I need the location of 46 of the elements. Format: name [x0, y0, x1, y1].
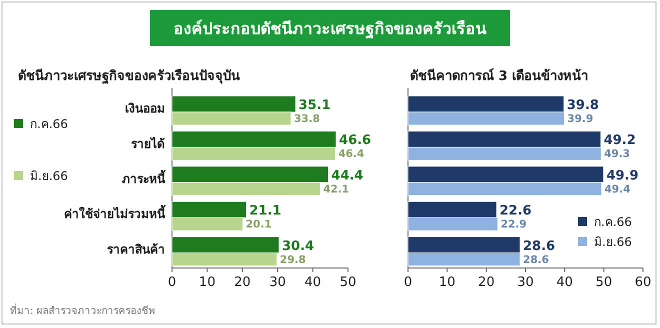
x-tick-label: 30: [269, 275, 286, 290]
chart-subtitle: ดัชนีภาวะเศรษฐกิจของครัวเรือนปัจจุบัน: [18, 68, 240, 85]
y-tick-label: เงินออม: [125, 102, 165, 116]
x-tick-label: 50: [340, 275, 356, 290]
x-tick-label: 20: [478, 275, 495, 290]
x-tick-label: 40: [304, 275, 322, 290]
data-label: 46.4: [338, 148, 364, 160]
x-tick-label: 30: [517, 275, 534, 290]
data-label: 49.9: [606, 168, 639, 184]
y-tick-label: ราคาสินค้า: [107, 242, 165, 256]
x-tick-label: 60: [634, 275, 652, 290]
data-label: 35.1: [298, 98, 331, 113]
data-label: 33.8: [294, 113, 320, 125]
data-label: 28.6: [523, 254, 549, 266]
text: ที่มา: ผลสำรวจภาวะการครองชีพ: [10, 303, 156, 317]
data-label: 22.6: [500, 204, 532, 219]
x-tick-label: 0: [404, 275, 412, 290]
data-label: 28.6: [523, 238, 556, 254]
legend-label: ก.ค.66: [30, 117, 68, 131]
data-label: 30.4: [282, 238, 314, 254]
data-label: 49.3: [604, 148, 630, 160]
data-label: 29.8: [280, 254, 306, 266]
x-tick-label: 40: [556, 275, 573, 290]
chart-title: องค์ประกอบดัชนีภาวะเศรษฐกิจของครัวเรือน: [174, 19, 486, 39]
x-tick-label: 50: [596, 275, 612, 290]
x-tick-label: 10: [198, 275, 216, 290]
legend-label: ก.ค.66: [594, 215, 632, 229]
data-label: 49.4: [604, 183, 630, 196]
y-tick-label: ภาระหนี้: [122, 169, 166, 186]
data-label: 39.8: [566, 98, 599, 113]
data-label: 44.4: [331, 168, 364, 184]
x-tick-label: 0: [168, 275, 176, 290]
data-label: 22.9: [500, 218, 527, 231]
y-tick-label: ค่าใช้จ่ายไม่รวมหนี้: [64, 204, 166, 222]
data-label: 49.2: [604, 133, 636, 148]
chart-subtitle: ดัชนีคาดการณ์ 3 เดือนข้างหน้า: [410, 68, 588, 84]
x-tick-label: 20: [234, 275, 251, 290]
y-tick-label: รายได้: [131, 136, 165, 151]
x-tick-label: 10: [438, 275, 456, 290]
data-label: 46.6: [339, 133, 372, 148]
legend-label: มิ.ย.66: [594, 235, 632, 249]
data-label: 20.1: [246, 218, 272, 231]
data-label: 39.9: [567, 113, 594, 125]
data-label: 21.1: [249, 204, 282, 219]
legend-label: มิ.ย.66: [30, 169, 68, 183]
data-label: 42.1: [323, 183, 350, 196]
